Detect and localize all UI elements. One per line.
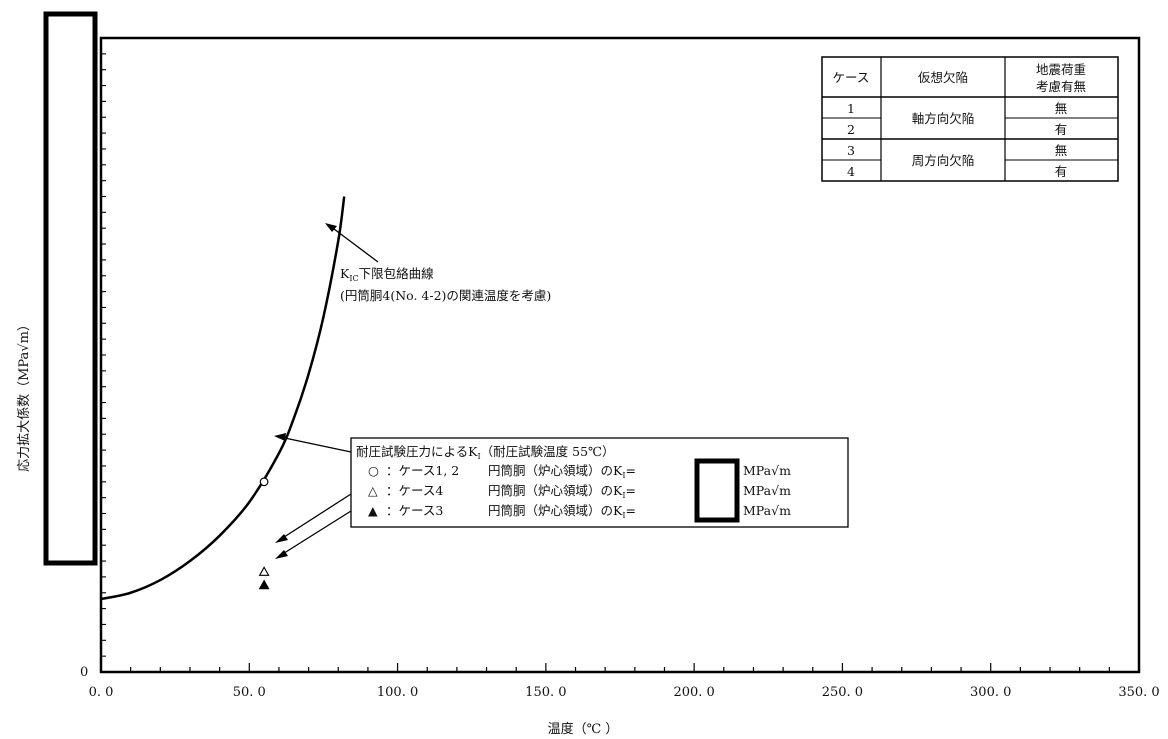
table-header-consider: 考慮有無 — [1036, 79, 1086, 94]
x-tick-label: 200. 0 — [673, 685, 714, 700]
x-axis-title: 温度（℃ ） — [548, 721, 619, 737]
annotation-unit: MPa√m — [743, 463, 791, 478]
annotation-location: 円筒胴（炉心領域）のKI= — [488, 503, 636, 520]
annotation-title: 耐圧試験圧力によるKI（耐圧試験温度 55℃） — [356, 444, 615, 461]
table-header-seismic: 地震荷重 — [1036, 62, 1086, 77]
arrowhead-case12 — [274, 433, 286, 441]
table-header-case: ケース — [833, 70, 870, 85]
annotation-row-case3: ▲ ：ケース3 円筒胴（炉心領域）のKI= MPa√m — [368, 503, 791, 520]
annotation-symbol-open-triangle: △ — [368, 483, 378, 498]
x-tick-label: 100. 0 — [377, 685, 418, 700]
arrowhead-case3 — [275, 550, 288, 559]
arrow-case12 — [279, 436, 352, 453]
x-tick-label: 250. 0 — [822, 685, 863, 700]
y-axis-ticks — [101, 53, 106, 657]
arrow-case3 — [280, 510, 352, 556]
x-tick-label: 300. 0 — [970, 685, 1011, 700]
annotation-unit: MPa√m — [743, 483, 791, 498]
annotation-unit: MPa√m — [743, 503, 791, 518]
table-cell-case: 3 — [847, 143, 855, 158]
curve-label-line2: (円筒胴4(No. 4-2)の関連温度を考慮) — [340, 288, 551, 303]
annotation-case-label: ：ケース4 — [386, 483, 443, 498]
x-axis-tick-labels: 0. 0 50. 0 100. 0 150. 0 200. 0 250. 0 300. 0 3… — [89, 685, 1160, 700]
table-cell-seismic: 無 — [1055, 143, 1068, 158]
y-axis-title: 応力拡大係数（MPa√m） — [17, 318, 32, 472]
annotation-row-case12: ○ ：ケース1, 2 円筒胴（炉心領域）のKI= MPa√m — [368, 463, 791, 480]
annotation-symbol-filled-triangle: ▲ — [368, 503, 378, 518]
annotation-case-label: ：ケース3 — [386, 503, 443, 518]
x-tick-label: 50. 0 — [233, 685, 266, 700]
data-points — [258, 477, 270, 590]
x-tick-label: 0. 0 — [89, 685, 114, 700]
point-case4 — [258, 566, 270, 576]
table-cell-seismic: 無 — [1055, 101, 1068, 116]
annotation-location: 円筒胴（炉心領域）のKI= — [488, 483, 636, 500]
x-tick-label: 350. 0 — [1118, 685, 1159, 700]
x-axis-ticks — [100, 663, 1140, 672]
curve-arrowhead — [325, 223, 337, 232]
ki-value-redaction-box — [694, 458, 740, 523]
annotation-location: 円筒胴（炉心領域）のKI= — [488, 463, 636, 480]
annotation-box — [350, 437, 849, 528]
point-case3 — [258, 579, 270, 590]
arrow-case4 — [280, 493, 352, 540]
table-header-defect: 仮想欠陥 — [918, 70, 968, 85]
case-table: ケース 仮想欠陥 地震荷重 考慮有無 1 2 3 4 軸方向欠陥 周方向欠陥 無… — [821, 56, 1119, 182]
table-cell-case: 1 — [847, 101, 855, 116]
curve-arrow-line — [329, 225, 379, 263]
table-cell-seismic: 有 — [1055, 164, 1068, 179]
table-cell-defect: 周方向欠陥 — [912, 153, 975, 168]
arrowhead-case4 — [275, 534, 288, 543]
point-case12 — [259, 477, 269, 487]
y-tick-zero: 0 — [80, 665, 88, 680]
table-cell-case: 4 — [847, 164, 855, 179]
table-cell-defect: 軸方向欠陥 — [912, 111, 975, 126]
x-tick-label: 150. 0 — [525, 685, 566, 700]
table-cell-seismic: 有 — [1055, 122, 1068, 137]
kic-curve-line — [100, 196, 346, 601]
annotation-case-label: ：ケース1, 2 — [386, 463, 459, 478]
curve-label: KIC下限包絡曲線 — [340, 266, 434, 283]
annotation-symbol-circle: ○ — [368, 463, 379, 478]
annotation-row-case4: △ ：ケース4 円筒胴（炉心領域）のKI= MPa√m — [368, 483, 791, 500]
table-cell-case: 2 — [847, 122, 855, 137]
y-axis-redaction-box — [43, 11, 98, 566]
